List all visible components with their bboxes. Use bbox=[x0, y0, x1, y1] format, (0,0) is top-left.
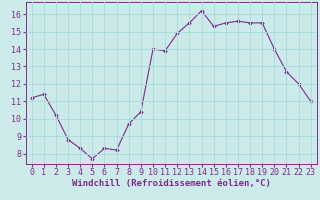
X-axis label: Windchill (Refroidissement éolien,°C): Windchill (Refroidissement éolien,°C) bbox=[72, 179, 271, 188]
